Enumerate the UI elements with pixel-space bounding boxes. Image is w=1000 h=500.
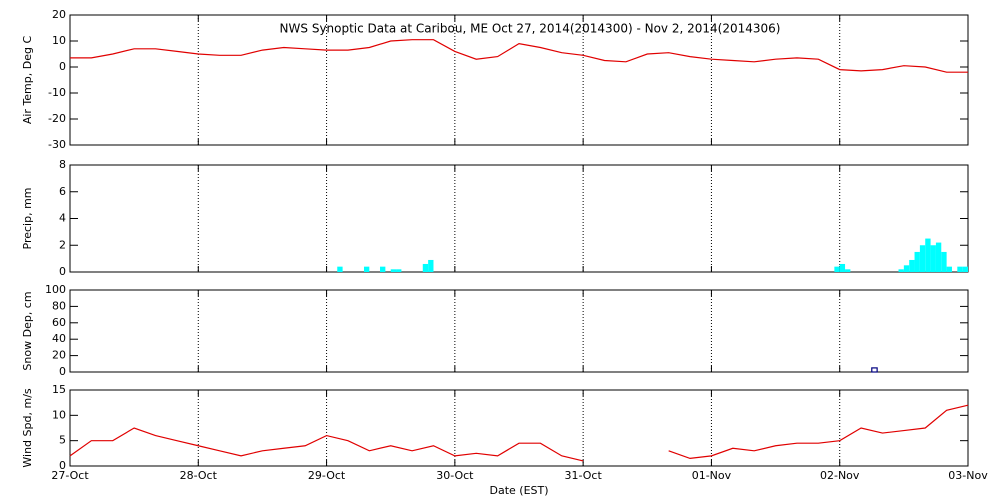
y-tick-label: 0 [59, 459, 66, 472]
x-tick-label: 01-Nov [692, 469, 732, 482]
bar [898, 269, 904, 272]
x-tick-label: 03-Nov [948, 469, 988, 482]
y-tick-label: 4 [59, 212, 66, 225]
plot-frame [69, 289, 969, 373]
x-tick-label: 31-Oct [564, 469, 602, 482]
x-tick-label: 28-Oct [180, 469, 218, 482]
bar [909, 259, 915, 272]
plot-frame [69, 164, 969, 273]
bar [422, 263, 429, 272]
bar [396, 269, 402, 272]
y-tick-label: 40 [52, 332, 66, 345]
y-tick-label: 80 [52, 299, 66, 312]
bar [957, 266, 963, 272]
bar [935, 242, 942, 272]
chart-title: NWS Synoptic Data at Caribou, ME Oct 27,… [280, 22, 781, 36]
bar [390, 269, 397, 272]
y-tick-label: 0 [59, 365, 66, 378]
x-tick-label: 27-Oct [51, 469, 89, 482]
y-tick-label: -30 [48, 138, 66, 151]
x-axis-label: Date (EST) [489, 484, 548, 497]
y-tick-label: 60 [52, 316, 66, 329]
y-axis-label: Air Temp, Deg C [21, 36, 34, 125]
data-line [69, 427, 584, 462]
y-tick-label: 15 [52, 383, 66, 396]
y-tick-label: 20 [52, 349, 66, 362]
y-tick-label: 10 [52, 34, 66, 47]
bar [941, 251, 947, 272]
bar [337, 266, 343, 272]
y-axis-label: Precip, mm [21, 188, 34, 250]
bar [834, 266, 840, 272]
y-tick-label: 5 [59, 434, 66, 447]
y-tick-label: 8 [59, 158, 66, 171]
y-axis-label: Wind Spd, m/s [21, 388, 34, 468]
y-tick-label: 2 [59, 238, 66, 251]
plot-frame [69, 14, 969, 146]
bar [428, 259, 434, 272]
data-line [668, 404, 969, 460]
y-tick-label: 20 [52, 8, 66, 21]
x-tick-label: 30-Oct [436, 469, 474, 482]
plot-frame [69, 389, 969, 467]
y-tick-label: -20 [48, 112, 66, 125]
bar [839, 263, 846, 272]
x-tick-label: 29-Oct [308, 469, 346, 482]
bar [930, 245, 936, 272]
y-tick-label: 0 [59, 60, 66, 73]
bar [903, 265, 910, 272]
data-line [70, 39, 968, 73]
bar [946, 266, 952, 272]
y-axis-label: Snow Dep, cm [21, 291, 34, 370]
y-tick-label: 100 [45, 283, 66, 296]
bar [962, 266, 968, 272]
bar [914, 251, 920, 272]
bar [363, 266, 370, 272]
bar [380, 266, 386, 272]
y-tick-label: -10 [48, 86, 66, 99]
bar [871, 367, 878, 373]
bar [845, 269, 851, 272]
y-tick-label: 0 [59, 265, 66, 278]
bar [925, 238, 931, 272]
x-tick-label: 02-Nov [820, 469, 860, 482]
y-tick-label: 10 [52, 408, 66, 421]
bar [919, 245, 926, 272]
y-tick-label: 6 [59, 185, 66, 198]
